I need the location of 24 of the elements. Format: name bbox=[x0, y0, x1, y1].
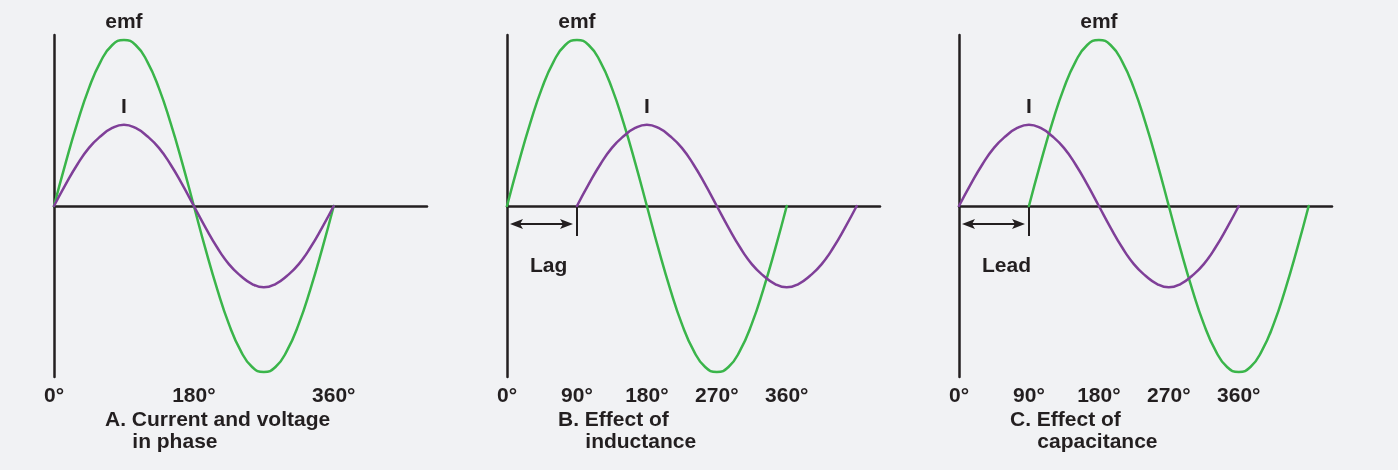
x-tick-label: 270° bbox=[1147, 383, 1191, 406]
x-tick-label: 360° bbox=[312, 383, 356, 406]
text: B. Effect of inductance bbox=[558, 407, 697, 452]
series-label: I bbox=[643, 93, 650, 117]
x-tick-label: 270° bbox=[695, 383, 739, 406]
series-label: I bbox=[121, 93, 127, 117]
x-tick-label: 0° bbox=[948, 383, 970, 406]
annotation: Lead bbox=[982, 253, 1032, 276]
x-tick-label: 180° bbox=[625, 383, 669, 406]
x-tick-label: 90° bbox=[561, 383, 593, 406]
x-tick-label: 180° bbox=[1077, 383, 1121, 406]
annotation: Lag bbox=[530, 253, 568, 276]
x-tick-label: 360° bbox=[1217, 383, 1261, 406]
text: C. Effect of capacitance bbox=[1010, 407, 1158, 452]
series-label: emf bbox=[1080, 8, 1119, 32]
x-tick-label: 90° bbox=[1013, 383, 1045, 406]
text: A. Current and voltage in phase bbox=[105, 407, 331, 452]
series-label: emf bbox=[105, 8, 144, 32]
x-tick-label: 0° bbox=[496, 383, 518, 406]
series-label: I bbox=[1026, 93, 1032, 117]
series-label: emf bbox=[558, 8, 597, 32]
x-tick-label: 180° bbox=[172, 383, 216, 406]
x-tick-label: 360° bbox=[765, 383, 809, 406]
x-tick-label: 0° bbox=[43, 383, 65, 406]
